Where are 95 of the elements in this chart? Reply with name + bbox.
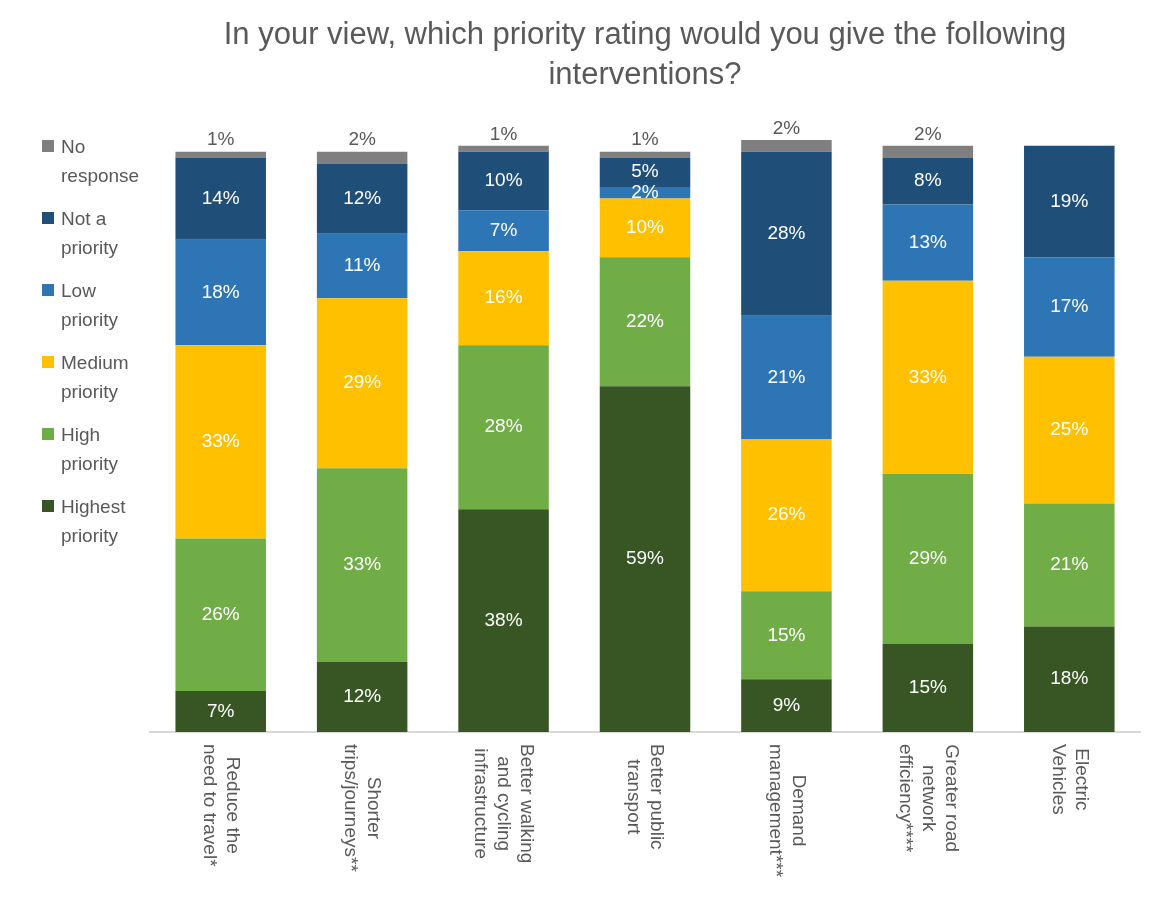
bar (175, 345, 266, 539)
x-tick-label: Reduce the need to travel* (199, 744, 244, 868)
data-label: 7% (489, 219, 518, 241)
data-label: 59% (625, 547, 665, 569)
data-label: 15% (767, 623, 806, 645)
bar (458, 345, 549, 510)
bar (882, 280, 974, 475)
bar (741, 679, 832, 732)
bar (741, 315, 832, 439)
legend-label: Medium priority (61, 351, 130, 404)
bar (741, 140, 832, 152)
bar (458, 210, 549, 252)
bar (1024, 356, 1115, 504)
data-label: 9% (772, 693, 801, 715)
data-label: 13% (908, 230, 947, 252)
x-tick-label: Shorter trips/journeys** (341, 744, 386, 873)
x-tick-label: Better public transport (624, 743, 669, 850)
bar (316, 661, 408, 732)
data-label: 25% (1050, 418, 1089, 440)
bar (882, 157, 974, 205)
bar (175, 151, 266, 158)
data-label: 2% (348, 128, 376, 150)
data-label: 28% (767, 222, 806, 244)
bar (599, 157, 691, 187)
data-label: 1% (206, 128, 235, 150)
bar (882, 644, 974, 732)
data-label: 26% (767, 503, 806, 525)
data-label: 29% (908, 547, 947, 569)
data-label: 28% (484, 415, 523, 437)
bar (1024, 257, 1115, 357)
bar (316, 163, 408, 234)
data-label: 12% (343, 186, 382, 208)
x-tick-label: Demand management*** (765, 743, 810, 878)
bar (316, 298, 408, 469)
data-label: 10% (484, 169, 523, 191)
bar (458, 151, 549, 211)
x-tick-label: Greater road network efficiency**** (895, 744, 963, 854)
bar (1024, 626, 1115, 732)
bar (316, 151, 408, 164)
bar (599, 198, 691, 258)
data-label: 5% (631, 160, 659, 182)
bar (175, 538, 266, 691)
data-label: 2% (772, 116, 801, 138)
data-label: 12% (343, 685, 382, 707)
data-label: 14% (201, 186, 240, 208)
data-label: 8% (914, 169, 942, 191)
legend-label: No response (61, 135, 141, 188)
data-label: 1% (489, 122, 518, 144)
chart-title: In your view, which priority rating would you give the following interventions? (222, 15, 1068, 93)
bar (741, 151, 832, 316)
data-label: 29% (343, 371, 382, 393)
data-label: 18% (201, 280, 240, 302)
data-label: 21% (767, 365, 806, 387)
data-label: 2% (631, 180, 659, 202)
data-label: 19% (1050, 189, 1089, 211)
bar (882, 474, 974, 645)
data-label: 38% (484, 608, 523, 630)
data-label: 33% (343, 553, 382, 575)
bar (458, 251, 549, 346)
data-label: 16% (484, 286, 523, 308)
legend-label: High priority (61, 423, 119, 476)
data-label: 21% (1050, 553, 1089, 575)
data-label: 1% (631, 128, 659, 150)
bar (175, 690, 266, 732)
data-label: 26% (201, 603, 240, 625)
data-label: 33% (201, 430, 240, 452)
bar (175, 239, 266, 346)
bar (1024, 145, 1115, 258)
bar (882, 204, 974, 281)
bar (175, 157, 266, 240)
data-label: 15% (908, 676, 947, 698)
bar (316, 468, 408, 662)
legend-label: Not a priority (61, 207, 119, 260)
bar (458, 509, 549, 732)
bar (741, 438, 832, 592)
data-label: 11% (343, 254, 381, 276)
x-tick-label: Better walking and cycling infrastructure (471, 744, 539, 864)
bar (1024, 503, 1115, 627)
bar (458, 145, 549, 152)
legend-label: Highest priority (61, 495, 127, 548)
bar (599, 386, 691, 732)
bar (316, 233, 408, 299)
bar (741, 591, 832, 680)
data-label: 17% (1050, 295, 1089, 317)
bar (599, 257, 691, 387)
data-label: 2% (914, 122, 942, 144)
bar (599, 151, 691, 158)
data-label: 10% (625, 216, 665, 238)
x-tick-label: Electric Vehicles (1048, 743, 1093, 815)
bar (882, 145, 974, 158)
data-label: 22% (625, 309, 665, 331)
data-label: 7% (206, 699, 235, 721)
legend-label: Low priority (61, 279, 119, 332)
data-label: 33% (908, 365, 947, 387)
data-label: 18% (1050, 667, 1089, 689)
